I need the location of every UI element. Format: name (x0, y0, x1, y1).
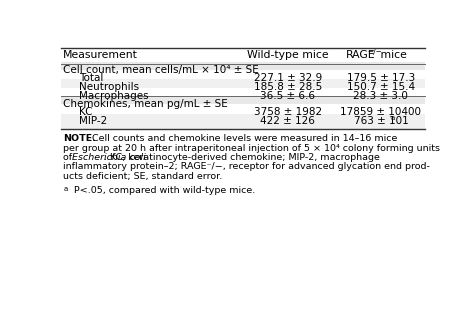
Text: Total: Total (79, 73, 103, 83)
Text: MIP-2: MIP-2 (79, 116, 107, 126)
Bar (61, 79, 425, 95)
Text: Wild-type mice: Wild-type mice (247, 50, 328, 60)
Text: 36.5 ± 6.6: 36.5 ± 6.6 (260, 91, 315, 101)
Text: 763 ± 101: 763 ± 101 (354, 116, 408, 126)
Text: P<.05, compared with wild-type mice.: P<.05, compared with wild-type mice. (68, 186, 255, 195)
Text: . KC, keratinocyte-derived chemokine; MIP-2, macrophage: . KC, keratinocyte-derived chemokine; MI… (104, 153, 380, 162)
Text: 17859 ± 10400: 17859 ± 10400 (340, 107, 421, 117)
Text: NOTE.: NOTE. (63, 134, 96, 143)
Text: of: of (63, 153, 75, 162)
Bar (61, 104, 425, 120)
Bar (61, 113, 425, 129)
Text: 422 ± 126: 422 ± 126 (260, 116, 315, 126)
Text: −/−: −/− (368, 49, 383, 55)
Text: Cell count, mean cells/mL × 10⁴ ± SE: Cell count, mean cells/mL × 10⁴ ± SE (63, 65, 259, 75)
Text: a: a (63, 186, 67, 192)
Text: inflammatory protein–2; RAGE⁻/−, receptor for advanced glycation end prod-: inflammatory protein–2; RAGE⁻/−, recepto… (63, 162, 430, 171)
Text: 179.5 ± 17.3: 179.5 ± 17.3 (347, 73, 415, 83)
Text: 150.7 ± 15.4: 150.7 ± 15.4 (347, 82, 415, 92)
Text: 227.1 ± 32.9: 227.1 ± 32.9 (254, 73, 322, 83)
Text: RAGE: RAGE (346, 50, 375, 60)
Bar (61, 62, 425, 78)
Bar (61, 70, 425, 85)
Text: 185.8 ± 28.5: 185.8 ± 28.5 (254, 82, 322, 92)
Text: 28.3 ± 3.0: 28.3 ± 3.0 (354, 91, 408, 101)
Bar (61, 97, 425, 112)
Text: ucts deficient; SE, standard error.: ucts deficient; SE, standard error. (63, 172, 222, 180)
Text: Neutrophils: Neutrophils (79, 82, 139, 92)
Text: 3758 ± 1982: 3758 ± 1982 (254, 107, 322, 117)
Text: per group at 20 h after intraperitoneal injection of 5 × 10⁴ colony forming unit: per group at 20 h after intraperitoneal … (63, 144, 440, 153)
Text: Measurement: Measurement (63, 50, 138, 60)
Text: KC: KC (79, 107, 92, 117)
Text: Cell counts and chemokine levels were measured in 14–16 mice: Cell counts and chemokine levels were me… (86, 134, 398, 143)
Text: mice: mice (377, 50, 407, 60)
Text: Macrophages: Macrophages (79, 91, 148, 101)
Bar (61, 88, 425, 104)
Text: a: a (390, 115, 394, 121)
Text: Escherichia coli: Escherichia coli (72, 153, 146, 162)
Text: Chemokines, mean pg/mL ± SE: Chemokines, mean pg/mL ± SE (63, 99, 228, 109)
